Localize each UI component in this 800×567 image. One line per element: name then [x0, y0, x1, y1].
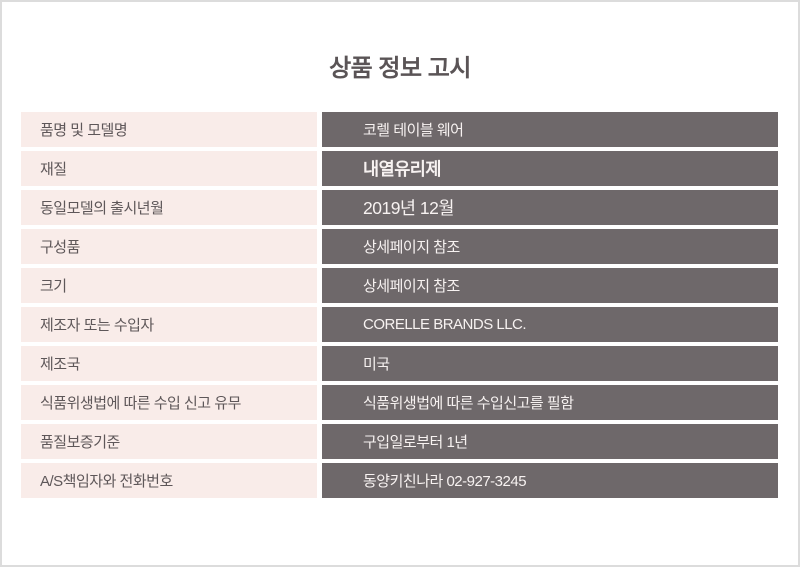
cell-gap [317, 229, 322, 264]
table-row: 제조국 미국 [21, 346, 782, 381]
row-label: 크기 [21, 268, 317, 303]
table-row: 구성품 상세페이지 참조 [21, 229, 782, 264]
table-row: A/S책임자와 전화번호 동양키친나라 02-927-3245 [21, 463, 782, 498]
product-info-table: 품명 및 모델명 코렐 테이블 웨어 재질 내열유리제 동일모델의 출시년월 2… [21, 112, 782, 498]
row-label: 동일모델의 출시년월 [21, 190, 317, 225]
row-value: 코렐 테이블 웨어 [322, 112, 778, 147]
cell-gap [317, 346, 322, 381]
cell-gap [317, 463, 322, 498]
cell-gap [317, 190, 322, 225]
row-value: 동양키친나라 02-927-3245 [322, 463, 778, 498]
table-row: 크기 상세페이지 참조 [21, 268, 782, 303]
table-row: 재질 내열유리제 [21, 151, 782, 186]
row-value: 내열유리제 [322, 151, 778, 186]
row-label: 품명 및 모델명 [21, 112, 317, 147]
row-label: 제조국 [21, 346, 317, 381]
table-row: 품질보증기준 구입일로부터 1년 [21, 424, 782, 459]
row-label: 재질 [21, 151, 317, 186]
table-row: 제조자 또는 수입자 CORELLE BRANDS LLC. [21, 307, 782, 342]
row-label: 식품위생법에 따른 수입 신고 유무 [21, 385, 317, 420]
row-value: 2019년 12월 [322, 190, 778, 225]
row-label: 구성품 [21, 229, 317, 264]
cell-gap [317, 424, 322, 459]
row-label: A/S책임자와 전화번호 [21, 463, 317, 498]
row-value: 식품위생법에 따른 수입신고를 필함 [322, 385, 778, 420]
cell-gap [317, 151, 322, 186]
row-label: 제조자 또는 수입자 [21, 307, 317, 342]
row-value: 상세페이지 참조 [322, 229, 778, 264]
cell-gap [317, 385, 322, 420]
row-value: 상세페이지 참조 [322, 268, 778, 303]
row-label: 품질보증기준 [21, 424, 317, 459]
cell-gap [317, 112, 322, 147]
row-value: CORELLE BRANDS LLC. [322, 307, 778, 342]
cell-gap [317, 307, 322, 342]
table-row: 식품위생법에 따른 수입 신고 유무 식품위생법에 따른 수입신고를 필함 [21, 385, 782, 420]
cell-gap [317, 268, 322, 303]
row-value: 미국 [322, 346, 778, 381]
page-title: 상품 정보 고시 [329, 55, 471, 82]
table-row: 품명 및 모델명 코렐 테이블 웨어 [21, 112, 782, 147]
table-row: 동일모델의 출시년월 2019년 12월 [21, 190, 782, 225]
row-value: 구입일로부터 1년 [322, 424, 778, 459]
